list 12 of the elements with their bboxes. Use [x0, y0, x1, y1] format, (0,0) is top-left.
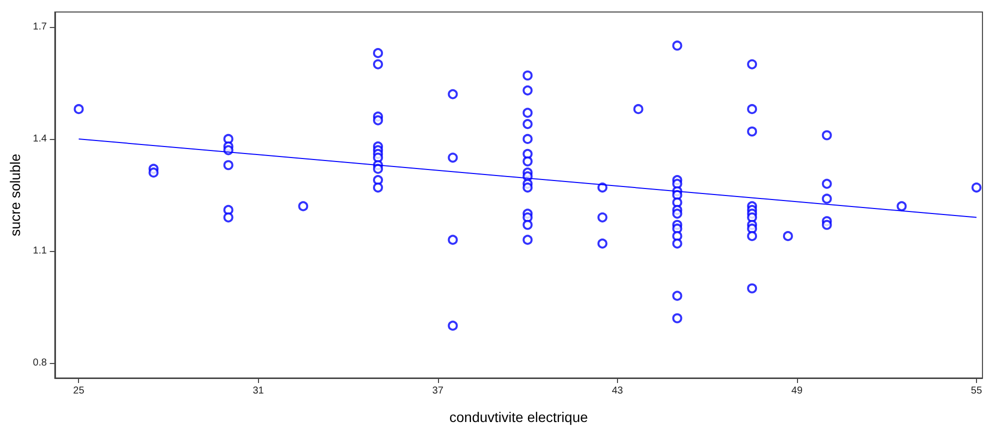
- y-axis-title: sucre soluble: [7, 154, 23, 236]
- x-tick-label: 31: [252, 386, 264, 396]
- x-tick-label: 49: [791, 386, 803, 396]
- x-tick-label: 43: [612, 386, 624, 396]
- y-tick-label: 1.1: [32, 246, 48, 257]
- x-tick-label: 55: [970, 386, 982, 396]
- x-tick-label: 25: [73, 386, 85, 396]
- y-tick-label: 0.8: [32, 358, 48, 369]
- y-tick-label: 1.7: [32, 21, 48, 32]
- y-tick-label: 1.4: [32, 133, 48, 144]
- x-axis-title: conduvtivite electrique: [449, 409, 588, 425]
- x-tick-label: 37: [432, 386, 444, 396]
